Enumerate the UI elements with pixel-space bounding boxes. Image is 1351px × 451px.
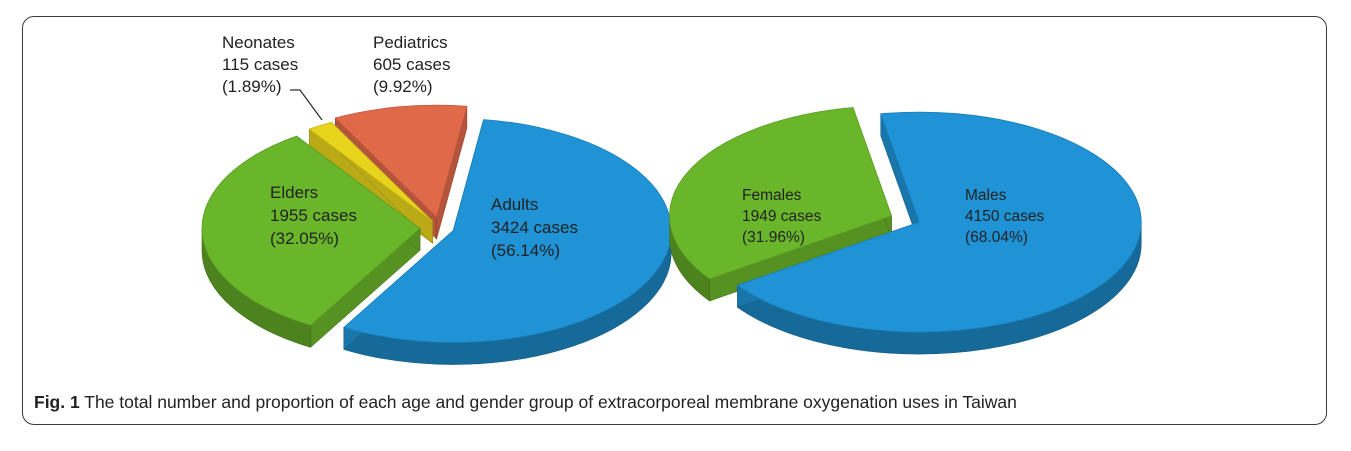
label-pediatrics-cases: 605 cases (373, 55, 451, 74)
label-adults-name: Adults (491, 195, 538, 214)
caption-fig-label: Fig. 1 (34, 392, 80, 412)
label-neonates: Neonates 115 cases (1.89%) (222, 33, 298, 96)
slice-females-top (669, 107, 893, 280)
slice-adults (343, 119, 672, 365)
slice-males-top (736, 111, 1142, 333)
label-males-percent: (68.04%) (965, 229, 1028, 246)
slice-neonates-top (308, 121, 434, 222)
label-neonates-name: Neonates (222, 33, 295, 52)
label-neonates-cases: 115 cases (222, 55, 298, 74)
label-males-name: Males (965, 187, 1007, 204)
label-females-cases: 1949 cases (742, 208, 822, 225)
label-females-percent: (31.96%) (742, 229, 805, 246)
slice-pediatrics-top (334, 104, 468, 218)
label-elders-name: Elders (270, 183, 318, 202)
slice-elders (201, 135, 421, 348)
label-females: Females 1949 cases (31.96%) (742, 187, 822, 246)
label-adults-cases: 3424 cases (491, 218, 578, 237)
label-elders-cases: 1955 cases (270, 206, 357, 225)
label-adults-percent: (56.14%) (491, 241, 560, 260)
label-neonates-percent: (1.89%) (222, 77, 282, 96)
label-pediatrics-name: Pediatrics (373, 33, 448, 52)
label-elders: Elders 1955 cases (32.05%) (270, 183, 357, 248)
figure-caption: Fig. 1 The total number and proportion o… (34, 392, 1017, 413)
slice-adults-top (343, 119, 672, 343)
label-elders-percent: (32.05%) (270, 229, 339, 248)
label-pediatrics-percent: (9.92%) (373, 77, 433, 96)
caption-text: The total number and proportion of each … (84, 392, 1017, 412)
slice-elders-top (201, 135, 421, 326)
label-females-name: Females (742, 187, 802, 204)
slice-males (736, 111, 1142, 355)
label-males-cases: 4150 cases (965, 208, 1045, 225)
gender-group-pie-chart (669, 107, 1142, 355)
label-males: Males 4150 cases (68.04%) (965, 187, 1045, 246)
neonates-leader-line (290, 89, 323, 121)
label-pediatrics: Pediatrics 605 cases (9.92%) (373, 33, 451, 96)
label-adults: Adults 3424 cases (56.14%) (491, 195, 578, 260)
age-group-pie-chart (201, 104, 672, 365)
